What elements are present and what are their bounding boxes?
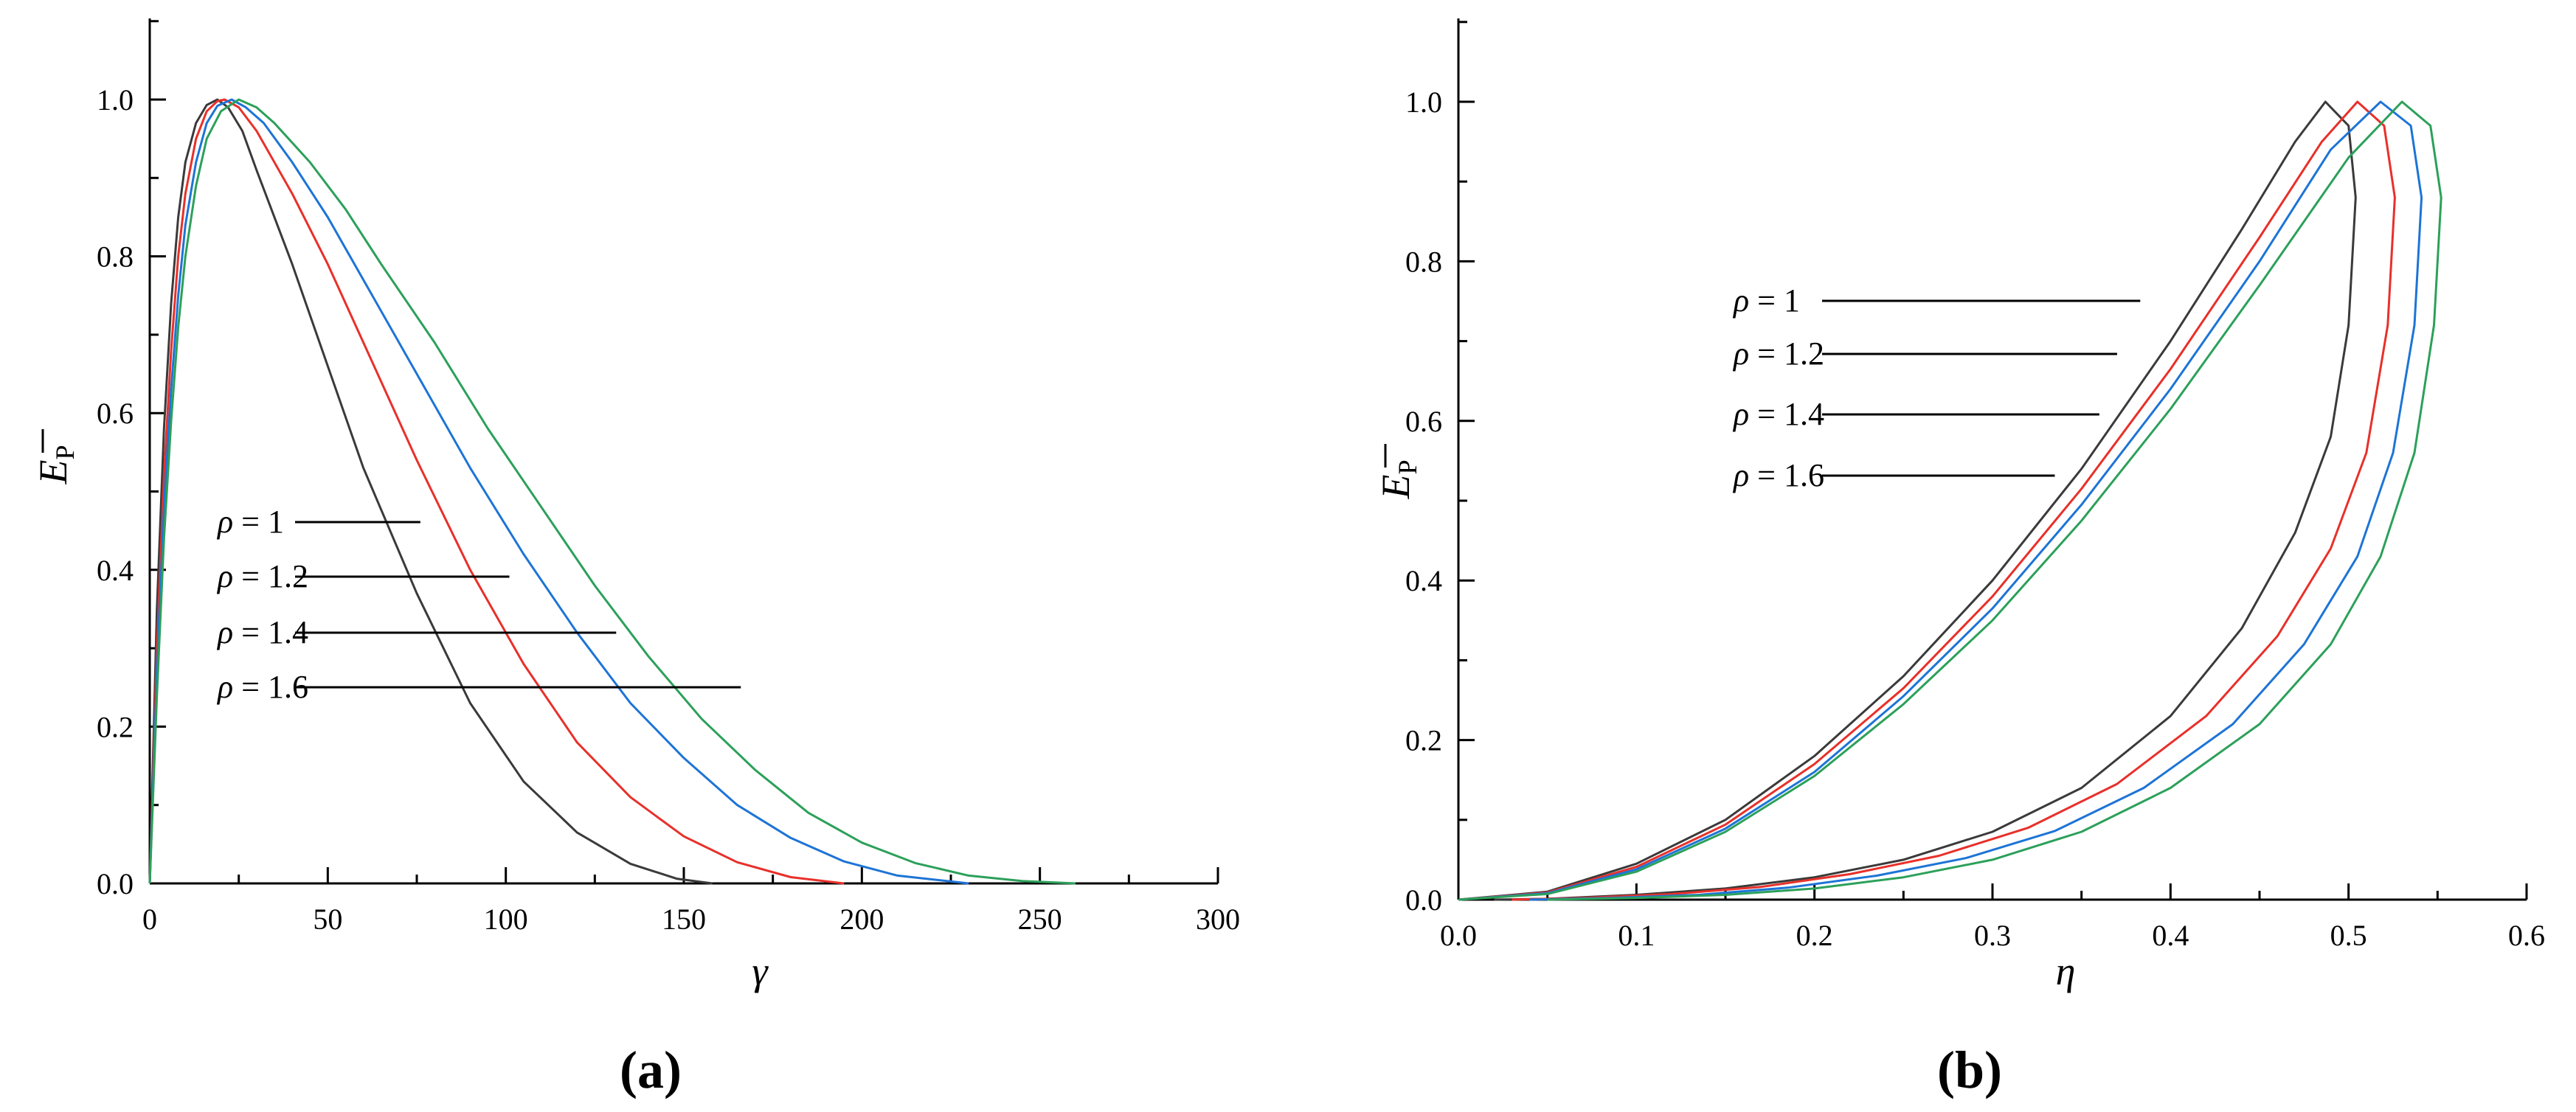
panel-a: 0 50 100 150 200 250 300 0.0 0.2 0.4 0.6 0.8 1.0 ρ =… (31, 18, 1240, 1099)
panel-a-y-tick-label: 0.4 (97, 554, 134, 587)
panel-b-label: (b) (1937, 1040, 2002, 1099)
panel-a-x-tick-label: 250 (1018, 903, 1062, 936)
panel-a-curves (148, 98, 1076, 885)
panel-b-curves (1458, 100, 2442, 901)
panel-b-legend-label-1: ρ = 1 (1732, 282, 1800, 319)
panel-a-y-tick-label: 0.2 (97, 710, 134, 743)
panel-a-x-tick-label: 0 (142, 903, 157, 936)
panel-b-y-tick-label: 0.8 (1405, 245, 1442, 278)
panel-a-x-tick-label: 200 (839, 903, 884, 936)
panel-a-legend-label-4: ρ = 1.6 (216, 669, 308, 705)
panel-b-x-tick-label: 0.1 (1618, 919, 1655, 952)
panel-a-y-tick-label: 0.6 (97, 397, 134, 430)
panel-a-ticks: 0 50 100 150 200 250 300 0.0 0.2 0.4 0.6 0.8 1.0 (97, 20, 1240, 936)
panel-a-y-tick-label: 0.8 (97, 240, 134, 274)
panel-a-legend-label-1: ρ = 1 (216, 504, 284, 540)
panel-b-xlabel: η (2056, 949, 2076, 993)
panel-a-series-line-3 (148, 98, 969, 885)
panel-b-series-line-2 (1458, 100, 2396, 901)
panel-a-axes (148, 18, 1218, 885)
panel-a-ylabel: EP (31, 445, 80, 484)
panel-b-legend-label-4: ρ = 1.6 (1732, 457, 1824, 493)
panel-b-ticks: 0.0 0.1 0.2 0.3 0.4 0.5 0.6 0.0 0.2 0.4 0.6 0.8 1.0 (1405, 21, 2545, 952)
panel-a-series-line-2 (148, 98, 845, 885)
panel-a-x-tick-label: 100 (484, 903, 528, 936)
panel-b-x-tick-label: 0.4 (2152, 919, 2189, 952)
panel-b-legend-label-3: ρ = 1.4 (1732, 396, 1824, 432)
panel-b-y-tick-label: 0.6 (1405, 405, 1442, 438)
panel-b-axes (1457, 18, 2527, 901)
panel-a-x-tick-label: 150 (662, 903, 706, 936)
panel-a-legend-label-3: ρ = 1.4 (216, 614, 308, 650)
panel-b-y-tick-label: 0.0 (1405, 883, 1442, 917)
panel-b-series-line-3 (1458, 100, 2423, 901)
panel-a-legend: ρ = 1 ρ = 1.2 ρ = 1.4 ρ = 1.6 (216, 504, 741, 705)
panel-b-x-tick-label: 0.5 (2330, 919, 2367, 952)
panel-a-legend-label-2: ρ = 1.2 (216, 558, 308, 594)
panel-b-x-tick-label: 0.2 (1796, 919, 1833, 952)
panel-b-y-tick-label: 0.4 (1405, 564, 1442, 597)
panel-a-y-tick-label: 0.0 (97, 867, 134, 900)
panel-a-xlabel: γ (752, 949, 769, 993)
panel-b-legend: ρ = 1 ρ = 1.2 ρ = 1.4 ρ = 1.6 (1732, 282, 2141, 493)
panel-b-x-tick-label: 0.0 (1440, 919, 1477, 952)
panel-b-x-tick-label: 0.3 (1974, 919, 2011, 952)
panel-b-y-tick-label: 0.2 (1405, 724, 1442, 757)
panel-b-x-tick-label: 0.6 (2508, 919, 2545, 952)
panel-b-ylabel: EP (1374, 459, 1422, 499)
panel-a-y-tick-label: 1.0 (97, 83, 134, 117)
panel-b: 0.0 0.1 0.2 0.3 0.4 0.5 0.60.00.20.40.60.81.0 … (1374, 18, 2545, 1099)
panel-a-series-line-1 (148, 98, 713, 885)
panel-b-series-line-4 (1458, 100, 2442, 901)
panel-a-label: (a) (620, 1040, 682, 1099)
panel-a-x-tick-label: 50 (313, 903, 342, 936)
panel-a-x-tick-label: 300 (1196, 903, 1240, 936)
panel-b-legend-label-2: ρ = 1.2 (1732, 336, 1824, 372)
panel-b-series-line-1 (1458, 100, 2357, 901)
panel-b-y-tick-label: 1.0 (1405, 86, 1442, 119)
panel-a-series-line-4 (148, 98, 1076, 885)
